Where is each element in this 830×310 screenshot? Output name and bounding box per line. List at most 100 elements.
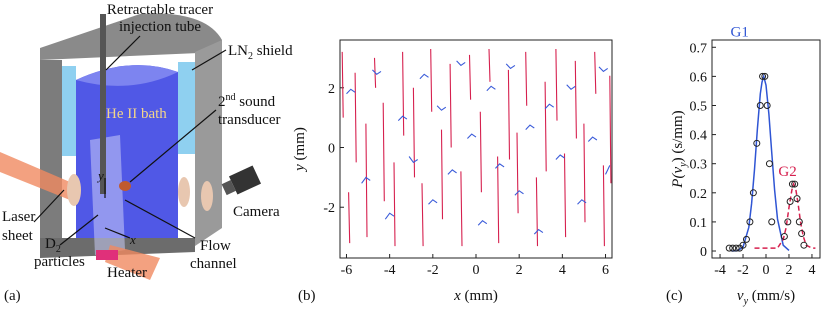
data-point [798,230,806,238]
x-axis-label: vy (mm/s) [737,288,795,307]
x-tick-label: -6 [341,263,353,278]
y-tick-label: 0.2 [690,187,708,202]
x-tick-label: 2 [785,263,792,278]
label: Heater [107,265,147,281]
plot-frame [339,39,613,259]
lid [40,13,222,60]
label-part: v [737,288,744,304]
heater [96,250,118,260]
laser-sheet [0,152,70,200]
series-label: G1 [731,24,749,40]
injection-tube [100,14,106,194]
label-part: (mm/s) [748,288,795,304]
data-point [749,189,757,197]
x-tick-label: -4 [714,263,726,278]
series-label: G2 [778,164,796,180]
y-tick-label: 0.6 [690,70,708,85]
x-tick-label: 4 [559,263,566,278]
data-point [756,101,764,109]
side-wall [195,40,222,246]
data-point [725,244,733,252]
track [341,48,612,247]
data-point [784,218,792,226]
data-point [742,235,750,243]
data-point [746,218,754,226]
apparatus-diagram: Retractable tracer injection tube LN2 sh… [0,2,293,281]
label: 2nd sound [218,92,276,110]
data-point [768,218,776,226]
label: sheet [2,228,34,244]
panel-label: (c) [666,288,683,304]
label-part: P(v [670,167,686,189]
label: LN2 shield [228,43,293,62]
camera-lens [221,180,236,196]
data-point [765,160,773,168]
label-part: x [453,288,461,304]
x-tick-label: -4 [384,263,396,278]
shield-wall [62,66,76,156]
y-tick-label: -2 [323,201,335,216]
y-tick-label: 0.5 [690,99,708,114]
y-tick-label: 0 [700,245,707,260]
axis-x [104,227,131,239]
axis-name: x [129,232,136,247]
curve [754,181,816,249]
y-tick-label: 2 [328,82,335,97]
axis-name: y [96,168,104,183]
pointer [105,35,141,71]
label: Retractable tracer [107,2,213,18]
label: injection tube [119,19,201,35]
curve [731,73,790,252]
x-tick-label: -2 [427,263,439,278]
y-tick-label: 0.7 [690,41,708,56]
data-point [791,180,799,188]
label-part: y [678,162,689,168]
y-axis-label: y (mm) [292,127,308,173]
x-tick-label: 2 [516,263,523,278]
data-point [786,198,794,206]
data-point [763,101,771,109]
label: particles [34,254,85,270]
x-tick-label: 6 [602,263,609,278]
plot-frame [711,39,821,259]
label-part: D [45,236,56,252]
x-tick-label: 0 [473,263,480,278]
label-part: (mm) [461,288,498,304]
data-point [759,72,767,80]
x-tick-label: 4 [808,263,815,278]
y-tick-label: 0 [328,142,335,157]
data-point [788,180,796,188]
transducer [119,181,131,191]
label: He II bath [106,106,167,122]
data-point [780,232,788,240]
y-axis-label: P(vy) (s/mm) [670,110,689,188]
label: transducer [218,112,280,128]
label-sub: 2 [56,244,61,255]
data-point [761,72,769,80]
y-tick-label: 0.3 [690,158,708,173]
data-point [800,241,808,249]
label-part: LN [228,43,248,59]
panel-label: (b) [298,288,316,304]
x-tick-label: 0 [763,263,770,278]
label-sub: 2 [248,51,253,62]
label-part: (mm) [292,127,308,164]
label: Flow [200,238,231,254]
window [178,177,190,207]
data-point [795,218,803,226]
label: D2 [45,236,61,255]
panel-label: (a) [4,288,21,304]
label-sup: nd [226,92,236,103]
track [346,60,611,235]
label: Laser [2,209,35,225]
data-point [729,244,737,252]
window [201,181,213,211]
label-part: y [743,296,749,307]
label-part: y [292,164,308,173]
label-part: ) (s/mm) [670,110,686,162]
data-point [793,195,801,203]
label: Camera [233,204,280,220]
laser-sheet [105,245,160,280]
pointer [59,214,99,246]
